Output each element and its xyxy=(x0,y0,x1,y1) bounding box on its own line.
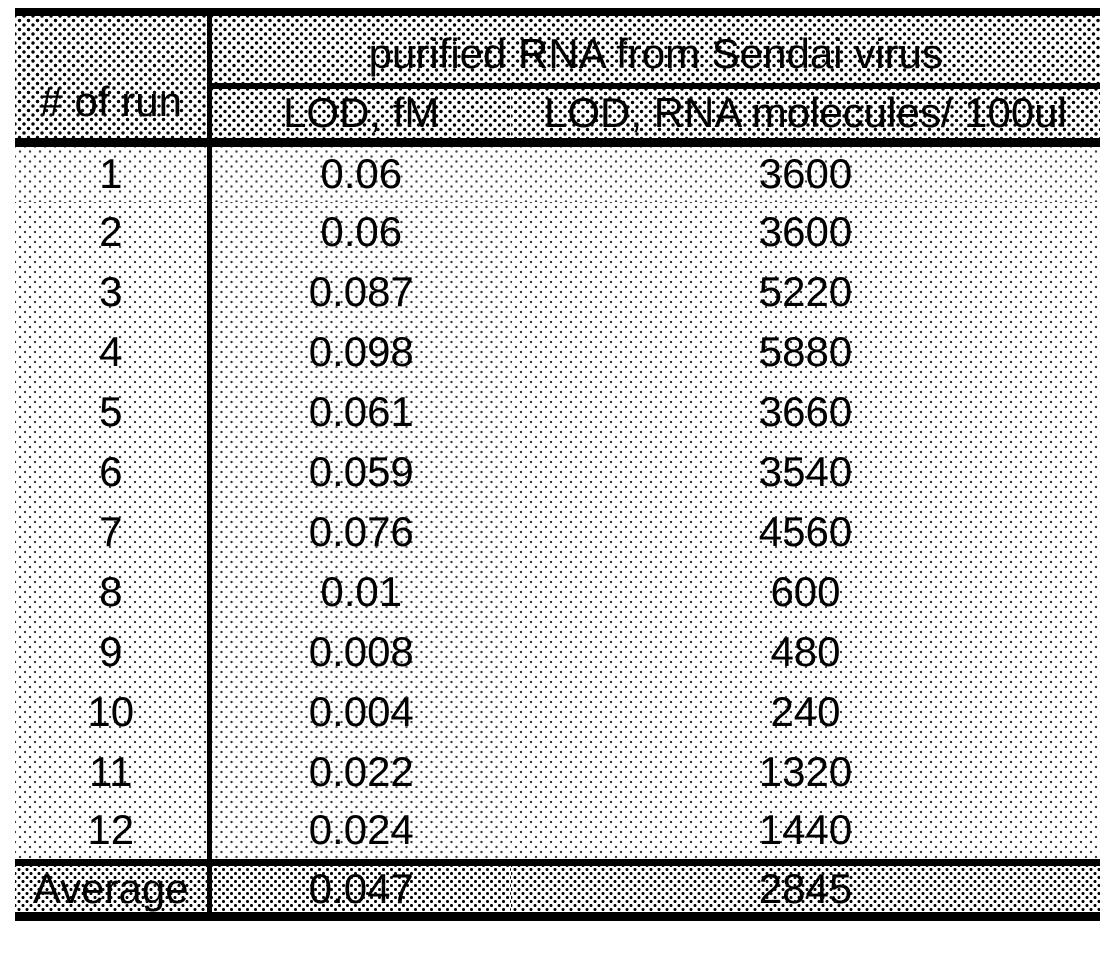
molecules-cell: 3660 xyxy=(511,382,1100,442)
molecules-cell: 3540 xyxy=(511,442,1100,502)
table-row: 3 0.087 5220 xyxy=(15,262,1100,322)
lod-fm-cell: 0.087 xyxy=(209,262,511,322)
column-header-lod-molecules: LOD, RNA molecules/ 100ul xyxy=(511,86,1100,147)
molecules-cell: 3600 xyxy=(511,202,1100,262)
lod-fm-cell: 0.022 xyxy=(209,742,511,802)
molecules-cell: 600 xyxy=(511,562,1100,622)
results-table-container: # of run purified RNA from Sendai virus … xyxy=(15,8,1100,921)
lod-fm-cell: 0.06 xyxy=(209,142,511,202)
lod-fm-cell: 0.024 xyxy=(209,802,511,862)
run-number-cell: 3 xyxy=(15,262,212,322)
molecules-cell: 240 xyxy=(511,682,1100,742)
column-header-row: LOD, fM LOD, RNA molecules/ 100ul xyxy=(15,86,1100,147)
average-row: Average 0.047 2845 xyxy=(15,858,1100,917)
average-lod-fm-cell: 0.047 xyxy=(209,858,511,917)
merged-header-row: # of run purified RNA from Sendai virus xyxy=(15,12,1100,147)
table-row: 2 0.06 3600 xyxy=(15,202,1100,262)
column-header-run: # of run xyxy=(15,12,212,147)
lod-fm-cell: 0.008 xyxy=(209,622,511,682)
molecules-cell: 4560 xyxy=(511,502,1100,562)
table-row: 9 0.008 480 xyxy=(15,622,1100,682)
table-row: 1 0.06 3600 xyxy=(15,142,1100,202)
lod-fm-cell: 0.098 xyxy=(209,322,511,382)
table-row: 5 0.061 3660 xyxy=(15,382,1100,442)
lod-fm-cell: 0.076 xyxy=(209,502,511,562)
lod-fm-cell: 0.004 xyxy=(209,682,511,742)
lod-fm-cell: 0.061 xyxy=(209,382,511,442)
table-row: 6 0.059 3540 xyxy=(15,442,1100,502)
run-number-cell: 12 xyxy=(15,802,212,862)
run-number-cell: 1 xyxy=(15,142,212,202)
run-number-cell: 5 xyxy=(15,382,212,442)
run-number-cell: 11 xyxy=(15,742,212,802)
average-label-cell: Average xyxy=(15,858,212,917)
run-number-cell: 4 xyxy=(15,322,212,382)
molecules-cell: 5880 xyxy=(511,322,1100,382)
column-header-lod-fm: LOD, fM xyxy=(209,86,511,147)
molecules-cell: 1440 xyxy=(511,802,1100,862)
run-number-cell: 10 xyxy=(15,682,212,742)
molecules-cell: 480 xyxy=(511,622,1100,682)
lod-fm-cell: 0.01 xyxy=(209,562,511,622)
molecules-cell: 5220 xyxy=(511,262,1100,322)
table-row: 8 0.01 600 xyxy=(15,562,1100,622)
molecules-cell: 1320 xyxy=(511,742,1100,802)
lod-fm-cell: 0.06 xyxy=(209,202,511,262)
average-molecules-cell: 2845 xyxy=(511,858,1100,917)
merged-header-purified-rna: purified RNA from Sendai virus xyxy=(209,12,1100,89)
table-row: 11 0.022 1320 xyxy=(15,742,1100,802)
run-number-cell: 7 xyxy=(15,502,212,562)
run-number-cell: 9 xyxy=(15,622,212,682)
table-row: 4 0.098 5880 xyxy=(15,322,1100,382)
table-row: 7 0.076 4560 xyxy=(15,502,1100,562)
molecules-cell: 3600 xyxy=(511,142,1100,202)
run-number-cell: 8 xyxy=(15,562,212,622)
run-number-cell: 6 xyxy=(15,442,212,502)
table-row: 10 0.004 240 xyxy=(15,682,1100,742)
lod-fm-cell: 0.059 xyxy=(209,442,511,502)
lod-results-table: # of run purified RNA from Sendai virus … xyxy=(15,8,1100,921)
run-number-cell: 2 xyxy=(15,202,212,262)
table-row: 12 0.024 1440 xyxy=(15,802,1100,862)
